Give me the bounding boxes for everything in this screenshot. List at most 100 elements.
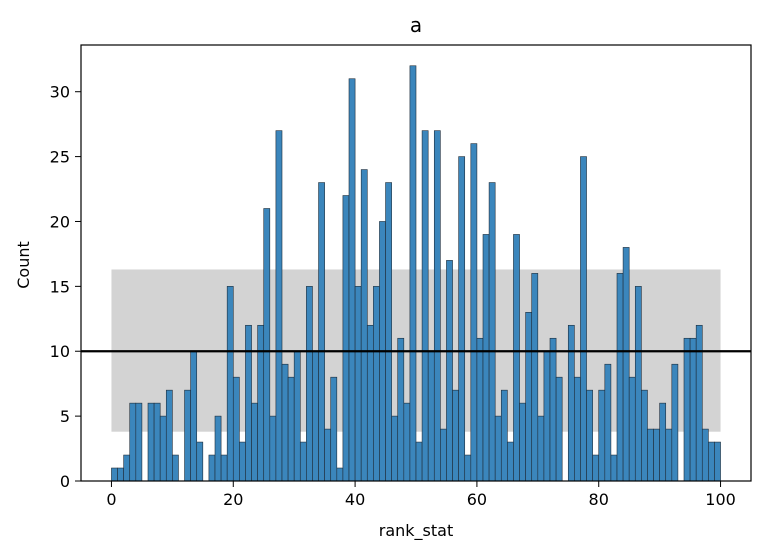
histogram-bar [159, 415, 167, 482]
histogram-bar [172, 454, 179, 482]
histogram-bar [592, 454, 600, 482]
y-tick-label: 30 [50, 83, 70, 102]
histogram-bar [245, 324, 252, 482]
chart-title: a [410, 13, 422, 37]
histogram-bar [500, 389, 508, 482]
histogram-bar [634, 286, 642, 482]
histogram-bar [220, 454, 228, 482]
histogram-bar [239, 441, 246, 482]
histogram-bar [701, 428, 709, 482]
histogram-bar [403, 402, 411, 482]
y-tick-label: 0 [60, 472, 70, 491]
histogram-bar [531, 273, 539, 482]
histogram-bar [433, 130, 441, 482]
histogram-bar [519, 402, 526, 482]
histogram-bar [275, 130, 283, 482]
histogram-bar [129, 402, 137, 482]
y-tick-label: 20 [50, 212, 70, 231]
histogram-bar [549, 337, 557, 482]
histogram-bar [708, 441, 715, 482]
histogram-bar [494, 415, 502, 482]
histogram-bar [196, 441, 204, 482]
histogram-bar [470, 143, 478, 482]
y-tick-label: 10 [50, 342, 70, 361]
histogram-bar [580, 156, 587, 482]
histogram-bar [647, 428, 654, 482]
histogram-bar [427, 350, 435, 482]
histogram-bar [165, 389, 173, 482]
histogram-bar [281, 363, 289, 482]
histogram-bar [616, 273, 624, 482]
histogram-bar [318, 182, 325, 482]
histogram-bar [269, 415, 277, 482]
x-tick-label: 60 [467, 490, 487, 509]
histogram-bar [488, 182, 496, 482]
histogram-bar [659, 402, 667, 482]
histogram-bar [147, 402, 155, 482]
histogram-bar [507, 441, 514, 482]
histogram-bar [354, 286, 362, 482]
histogram-bar [348, 78, 356, 482]
histogram-bar [360, 169, 368, 482]
histogram-bar [683, 337, 691, 482]
y-tick-label: 5 [60, 407, 70, 426]
histogram-bar [287, 376, 295, 482]
histogram-bar [641, 389, 648, 482]
histogram-bar [525, 312, 533, 482]
histogram-bar [117, 467, 124, 482]
histogram-bar [153, 402, 161, 482]
histogram-bar [123, 454, 131, 482]
y-tick-label: 15 [50, 277, 70, 296]
histogram-bar [397, 337, 405, 482]
histogram-bar [366, 324, 374, 482]
histogram-bar [409, 65, 417, 482]
y-axis-label: Count [14, 241, 33, 289]
x-tick-label: 80 [589, 490, 609, 509]
histogram-bar [482, 234, 490, 482]
histogram-bar [567, 324, 575, 482]
histogram-bar [695, 324, 703, 482]
histogram-bar [306, 286, 313, 482]
histogram-bar [610, 454, 618, 482]
histogram-bar [190, 350, 198, 482]
histogram-bar [458, 156, 466, 482]
histogram-bar [299, 441, 307, 482]
histogram-bar [415, 441, 423, 482]
histogram-bar [214, 415, 222, 482]
histogram-bar [537, 415, 545, 482]
histogram-bar [543, 350, 551, 482]
histogram-bar [135, 402, 143, 482]
histogram-bar [476, 337, 484, 482]
histogram-bar [464, 454, 472, 482]
histogram-bar [336, 467, 344, 482]
y-axis-ticks: 0 5 10 15 20 25 30 [50, 83, 81, 491]
x-axis-ticks: 0 20 40 60 80 100 [106, 481, 736, 509]
histogram-bar [208, 454, 216, 482]
x-axis-label: rank_stat [379, 521, 453, 541]
histogram-bar [391, 415, 399, 482]
histogram-bar [312, 350, 319, 482]
histogram-bar [574, 376, 581, 482]
x-tick-label: 0 [106, 490, 116, 509]
histogram-bar [440, 428, 447, 482]
histogram-bar [385, 182, 392, 482]
histogram-bar [513, 234, 520, 482]
histogram-bar [446, 260, 453, 482]
histogram-bar [373, 286, 380, 482]
x-tick-label: 100 [705, 490, 736, 509]
histogram-bar [452, 389, 459, 482]
histogram-bar [111, 467, 118, 482]
histogram-bar [628, 376, 636, 482]
histogram-bar [671, 363, 679, 482]
histogram-bar [598, 389, 606, 482]
histogram-bar [184, 389, 191, 482]
histogram-bar [342, 195, 350, 482]
x-tick-label: 20 [223, 490, 243, 509]
histogram-bar [653, 428, 660, 482]
histogram-bar [665, 428, 673, 482]
histogram-bar [257, 324, 265, 482]
histogram-bar [421, 130, 429, 482]
x-tick-label: 40 [345, 490, 365, 509]
histogram-bar [330, 376, 338, 482]
